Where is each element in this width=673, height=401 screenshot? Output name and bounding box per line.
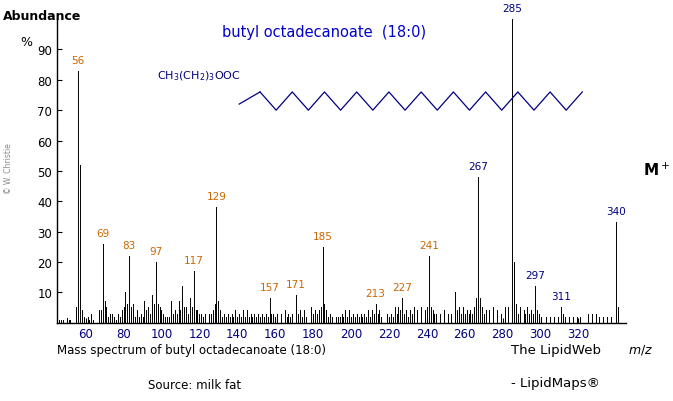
Text: 340: 340 — [606, 207, 627, 217]
Text: Source: milk fat: Source: milk fat — [148, 378, 241, 391]
Text: 185: 185 — [313, 231, 332, 241]
Text: Abundance: Abundance — [3, 10, 81, 23]
Text: - LipidMaps®: - LipidMaps® — [511, 376, 600, 389]
Text: butyl octadecanoate  (18:0): butyl octadecanoate (18:0) — [222, 24, 427, 40]
Text: The LipidWeb: The LipidWeb — [511, 343, 602, 356]
Text: 157: 157 — [260, 283, 279, 293]
Text: $\mathbf{M}^+$: $\mathbf{M}^+$ — [643, 162, 670, 179]
Text: 213: 213 — [365, 289, 386, 299]
Text: 117: 117 — [184, 255, 204, 265]
Text: 171: 171 — [286, 279, 306, 290]
Text: 241: 241 — [419, 240, 439, 250]
Text: 227: 227 — [392, 283, 412, 293]
Text: 267: 267 — [468, 162, 488, 172]
Text: 285: 285 — [502, 4, 522, 14]
Text: CH$_3$(CH$_2$)$_3$OOC: CH$_3$(CH$_2$)$_3$OOC — [157, 69, 240, 83]
Text: 56: 56 — [71, 55, 85, 65]
Text: 69: 69 — [96, 228, 109, 238]
Text: © W. Christie: © W. Christie — [3, 143, 13, 194]
Text: 83: 83 — [122, 240, 136, 250]
Text: 297: 297 — [525, 270, 545, 280]
Text: 129: 129 — [207, 192, 226, 202]
Text: $m/z$: $m/z$ — [628, 342, 653, 356]
Text: %: % — [20, 36, 32, 49]
Text: Mass spectrum of butyl octadecanoate (18:0): Mass spectrum of butyl octadecanoate (18… — [57, 343, 326, 356]
Text: 97: 97 — [149, 246, 162, 256]
Text: 311: 311 — [551, 292, 571, 302]
